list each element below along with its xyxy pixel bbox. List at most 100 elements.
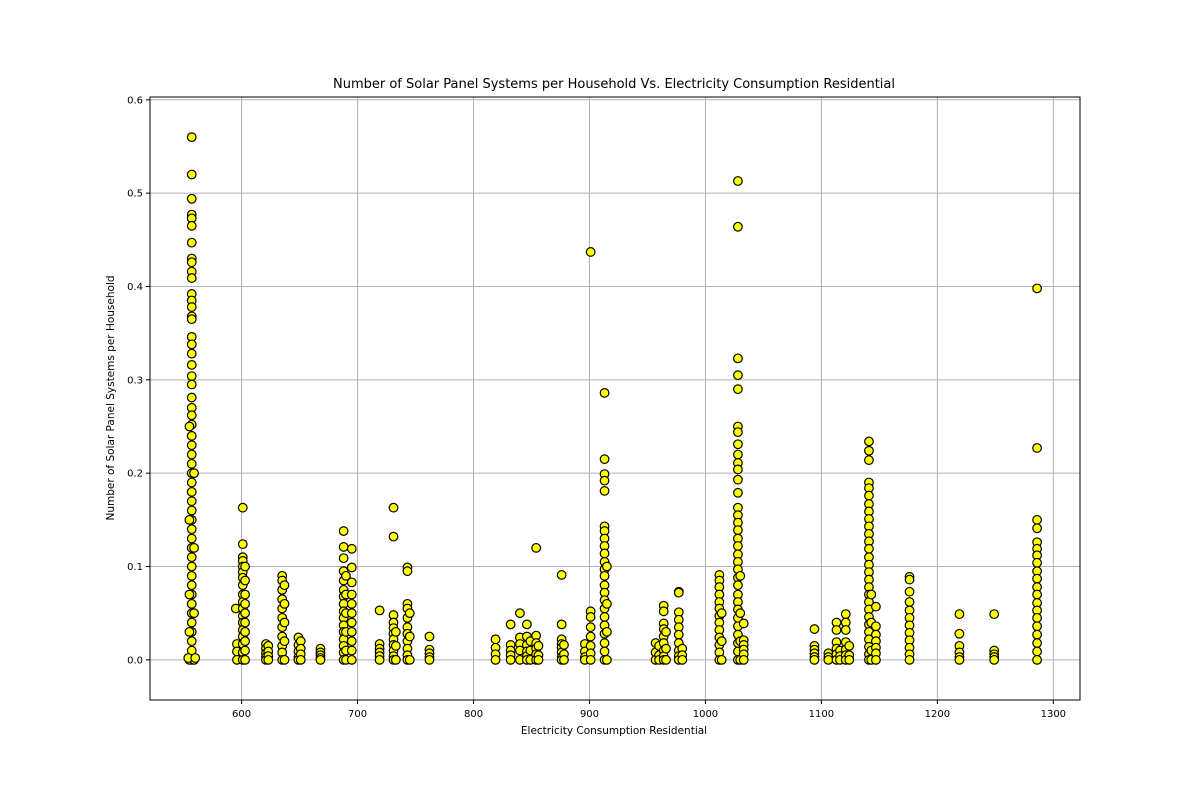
data-point bbox=[733, 370, 743, 381]
data-point bbox=[1032, 589, 1042, 600]
data-point bbox=[677, 654, 688, 665]
data-point bbox=[904, 586, 915, 597]
data-point bbox=[186, 636, 197, 647]
data-point bbox=[186, 302, 197, 312]
data-point bbox=[505, 654, 516, 665]
data-point bbox=[1032, 514, 1042, 525]
data-point bbox=[733, 221, 743, 232]
data-point bbox=[279, 617, 290, 628]
data-point bbox=[338, 526, 349, 536]
data-point bbox=[390, 654, 401, 665]
y-tick-label: 0.0 bbox=[127, 655, 143, 666]
data-point bbox=[186, 410, 197, 421]
data-point bbox=[585, 631, 596, 642]
data-point bbox=[240, 608, 250, 619]
data-point bbox=[585, 622, 596, 633]
y-tick-label: 0.6 bbox=[127, 95, 143, 106]
data-point bbox=[186, 348, 197, 359]
data-point bbox=[673, 629, 684, 640]
data-point bbox=[186, 617, 197, 628]
data-point bbox=[559, 654, 569, 665]
y-tick-label: 0.3 bbox=[127, 375, 143, 386]
data-point bbox=[809, 624, 820, 634]
data-point bbox=[186, 598, 197, 609]
data-point bbox=[871, 621, 881, 632]
data-point bbox=[404, 631, 415, 642]
data-point bbox=[954, 609, 965, 620]
data-point bbox=[186, 570, 197, 581]
data-point bbox=[240, 636, 250, 647]
data-point bbox=[346, 543, 357, 554]
data-point bbox=[186, 505, 197, 516]
data-point bbox=[733, 487, 743, 498]
data-point bbox=[809, 654, 820, 665]
data-point bbox=[346, 617, 357, 628]
data-point bbox=[186, 458, 197, 469]
data-point bbox=[186, 449, 197, 460]
data-point bbox=[823, 654, 834, 665]
data-point bbox=[831, 625, 842, 635]
x-tick-label: 1200 bbox=[925, 709, 950, 720]
data-point bbox=[556, 570, 567, 580]
data-point bbox=[733, 580, 743, 591]
data-point bbox=[346, 608, 357, 619]
x-tick-label: 600 bbox=[232, 709, 251, 720]
data-point bbox=[263, 654, 274, 665]
data-point bbox=[1032, 621, 1042, 632]
data-point bbox=[240, 589, 250, 600]
data-point bbox=[186, 524, 197, 535]
data-point bbox=[279, 598, 290, 609]
data-point bbox=[184, 514, 195, 525]
data-point bbox=[601, 654, 612, 665]
data-point bbox=[390, 626, 401, 637]
data-point bbox=[735, 570, 746, 581]
data-point bbox=[190, 653, 201, 663]
data-point bbox=[733, 474, 743, 485]
data-point bbox=[533, 640, 544, 651]
data-point bbox=[733, 525, 743, 536]
data-point bbox=[661, 654, 671, 665]
data-point bbox=[733, 439, 743, 450]
data-point bbox=[279, 636, 290, 647]
data-point bbox=[279, 580, 290, 591]
data-point bbox=[388, 502, 399, 513]
data-points bbox=[183, 132, 1042, 665]
data-point bbox=[186, 486, 197, 497]
data-point bbox=[1032, 654, 1042, 665]
data-point bbox=[658, 606, 669, 617]
data-point bbox=[240, 626, 250, 637]
data-point bbox=[186, 359, 197, 370]
data-point bbox=[186, 580, 197, 591]
data-point bbox=[189, 468, 199, 479]
data-point bbox=[186, 339, 197, 350]
data-point bbox=[186, 132, 197, 143]
data-point bbox=[599, 646, 610, 657]
data-point bbox=[954, 654, 965, 665]
data-point bbox=[346, 645, 357, 656]
data-point bbox=[346, 577, 357, 588]
data-point bbox=[585, 247, 596, 257]
data-point bbox=[531, 542, 542, 553]
data-point bbox=[733, 464, 743, 475]
data-point bbox=[404, 608, 415, 619]
data-point bbox=[315, 654, 326, 665]
data-point bbox=[186, 496, 197, 507]
data-point bbox=[989, 654, 1000, 665]
data-point bbox=[184, 626, 195, 637]
data-point bbox=[295, 654, 306, 665]
data-point bbox=[186, 430, 197, 441]
data-point bbox=[585, 612, 596, 622]
data-point bbox=[240, 598, 250, 609]
data-point bbox=[346, 654, 357, 665]
y-tick-label: 0.2 bbox=[127, 469, 143, 480]
data-point bbox=[533, 654, 544, 665]
x-tick-label: 1100 bbox=[809, 709, 834, 720]
data-point bbox=[184, 589, 195, 600]
data-point bbox=[866, 589, 877, 600]
data-point bbox=[601, 561, 612, 572]
data-point bbox=[733, 384, 743, 395]
data-point bbox=[844, 654, 855, 665]
data-point bbox=[338, 553, 349, 564]
data-point bbox=[189, 608, 199, 619]
x-tick-label: 900 bbox=[580, 709, 599, 720]
